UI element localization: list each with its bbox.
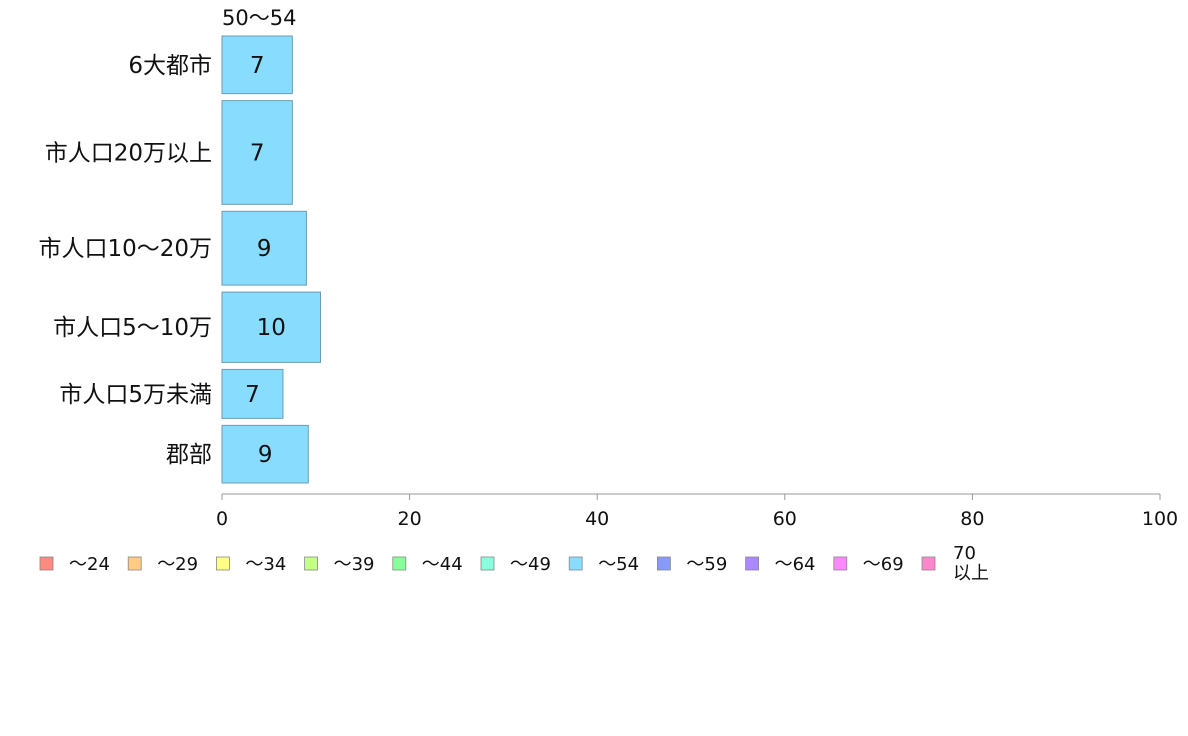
legend-label: ～34: [245, 554, 286, 575]
category-label: 郡部: [166, 442, 212, 468]
legend-swatch: [39, 556, 54, 571]
x-tick-label: 80: [960, 508, 984, 530]
category-label: 市人口10～20万: [38, 236, 212, 262]
legend-label: ～69: [863, 554, 904, 575]
bar-5: [221, 368, 284, 419]
x-axis: 0 20 40 60 80 100: [216, 493, 1178, 530]
bar-value-label: 9: [257, 236, 272, 262]
category-label: 市人口5～10万: [53, 315, 212, 341]
bar-value-label: 7: [250, 140, 265, 166]
legend-swatch: [657, 556, 671, 571]
legend-swatch: [833, 556, 848, 571]
bar-6: [221, 424, 309, 484]
x-tick-label: 0: [216, 508, 228, 530]
chart-annotation: 50～54: [222, 6, 296, 30]
bar-value-label: 7: [250, 53, 265, 79]
bar-1: [221, 35, 293, 95]
bars-group: 7 6大都市 7 市人口20万以上 9 市人口10～20万 10 市人口5～10万 7 市人口5万…: [38, 35, 321, 484]
bar-value-label: 9: [258, 442, 273, 468]
legend-label: ～54: [598, 554, 639, 575]
category-label: 6大都市: [128, 53, 212, 79]
legend-label: ～24: [69, 554, 110, 575]
legend: ～24 ～29 ～34 ～39 ～44 ～49 ～54 ～59 ～64 ～69 70 以上: [39, 543, 989, 584]
bar-3: [221, 210, 307, 286]
legend-swatch: [392, 556, 407, 571]
x-tick-label: 60: [773, 508, 797, 530]
x-tick-label: 20: [398, 508, 422, 530]
x-tick-label: 40: [585, 508, 609, 530]
legend-swatch: [921, 556, 936, 571]
bar-value-label: 7: [245, 382, 260, 408]
category-label: 市人口5万未満: [59, 382, 212, 408]
bar-4: [221, 291, 321, 363]
legend-swatch: [215, 556, 230, 571]
legend-swatch: [127, 556, 142, 571]
legend-label: ～64: [775, 554, 816, 575]
bar-value-label: 10: [257, 315, 286, 341]
x-tick-label: 100: [1142, 508, 1178, 530]
legend-label: 70 以上: [953, 543, 989, 584]
legend-swatch: [480, 556, 495, 571]
legend-label: ～29: [157, 554, 198, 575]
legend-swatch: [745, 556, 759, 571]
legend-label: ～59: [686, 554, 727, 575]
legend-label: ～49: [510, 554, 551, 575]
bar-2: [221, 100, 293, 205]
legend-label: ～44: [422, 554, 463, 575]
legend-swatch: [568, 556, 583, 571]
category-label: 市人口20万以上: [45, 140, 212, 166]
legend-label: ～39: [334, 554, 375, 575]
legend-swatch: [304, 556, 319, 571]
